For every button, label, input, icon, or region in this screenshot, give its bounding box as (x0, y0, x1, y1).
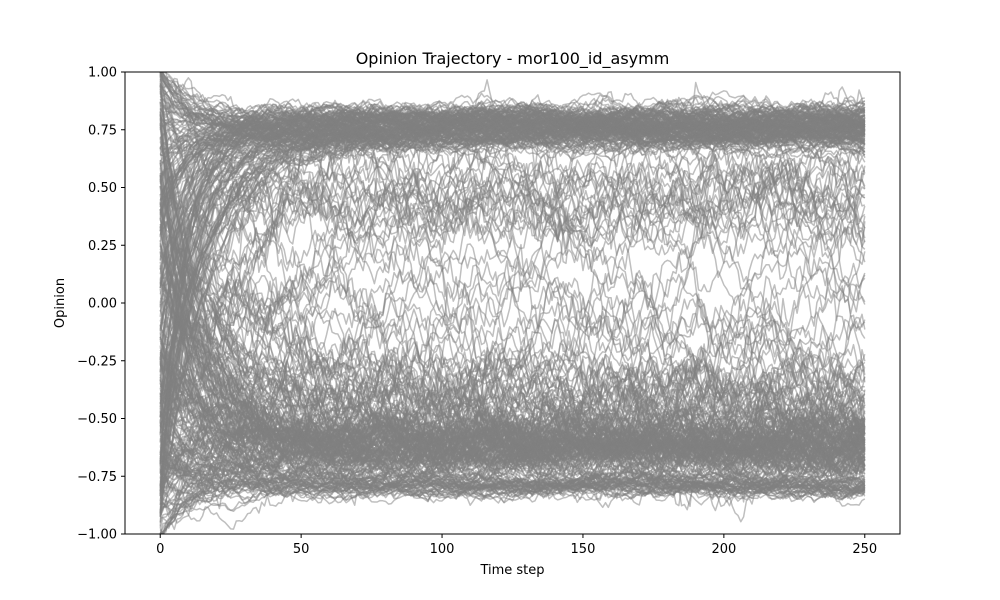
y-tick-label: 1.00 (88, 66, 117, 81)
opinion-trajectory-line (159, 110, 866, 177)
opinion-trajectory-line (159, 290, 865, 407)
opinion-trajectory-line (159, 97, 866, 154)
opinion-trajectory-line (159, 415, 866, 472)
y-tick-label: −0.25 (77, 354, 117, 369)
opinion-trajectory-line (160, 393, 866, 534)
opinion-trajectory-line (159, 121, 866, 208)
y-tick-label: 0.75 (88, 123, 117, 138)
opinion-trajectory-line (159, 132, 866, 289)
opinion-trajectory-line (159, 235, 866, 361)
opinion-trajectory-line (159, 90, 866, 158)
y-tick-label: −1.00 (77, 528, 117, 543)
y-tick-label: 0.25 (88, 239, 117, 254)
opinion-trajectory-line (159, 107, 866, 270)
x-tick-label: 0 (156, 542, 164, 557)
y-tick-label: 0.50 (88, 181, 117, 196)
x-axis: 0 50 100 150 200 250 (156, 534, 877, 557)
opinion-trajectory-line (160, 472, 866, 505)
y-axis-label: Opinion (53, 278, 68, 328)
opinion-trajectory-line (159, 99, 866, 322)
opinion-trajectory-line (160, 427, 865, 534)
opinion-trajectory-line (159, 119, 866, 260)
opinion-trajectory-line (159, 387, 866, 492)
x-tick-label: 100 (430, 542, 455, 557)
opinion-trajectory-line (159, 395, 866, 485)
opinion-trajectory-line (159, 107, 866, 371)
y-tick-label: 0.00 (88, 297, 117, 312)
x-tick-label: 250 (852, 542, 877, 557)
opinion-trajectory-line (159, 258, 866, 422)
opinion-trajectory-line (159, 359, 866, 492)
opinion-trajectory-line (159, 122, 865, 500)
x-axis-label: Time step (479, 563, 544, 578)
series-layer (159, 72, 866, 534)
y-tick-label: −0.50 (77, 412, 117, 427)
opinion-trajectory-line (159, 125, 866, 251)
x-tick-label: 150 (571, 542, 596, 557)
opinion-trajectory-line (159, 88, 866, 274)
opinion-trajectory-line (159, 138, 866, 281)
y-tick-label: −0.75 (77, 470, 117, 485)
x-tick-label: 200 (711, 542, 736, 557)
opinion-trajectory-line (159, 244, 865, 478)
x-tick-label: 50 (293, 542, 310, 557)
opinion-trajectory-line (159, 81, 866, 305)
opinion-trajectory-line (159, 395, 865, 473)
opinion-trajectory-line (159, 101, 866, 495)
opinion-trajectory-line (159, 148, 866, 460)
opinion-trajectory-line (159, 102, 866, 139)
opinion-trajectory-line (160, 96, 865, 126)
opinion-trajectory-line (159, 136, 866, 421)
opinion-trajectory-line (159, 416, 866, 534)
opinion-trajectory-line (159, 91, 866, 464)
y-axis: −1.00 −0.75 −0.50 −0.25 0.00 0.25 0.50 0.75 1.00 (77, 66, 125, 543)
chart-title: Opinion Trajectory - mor100_id_asymm (356, 49, 670, 69)
